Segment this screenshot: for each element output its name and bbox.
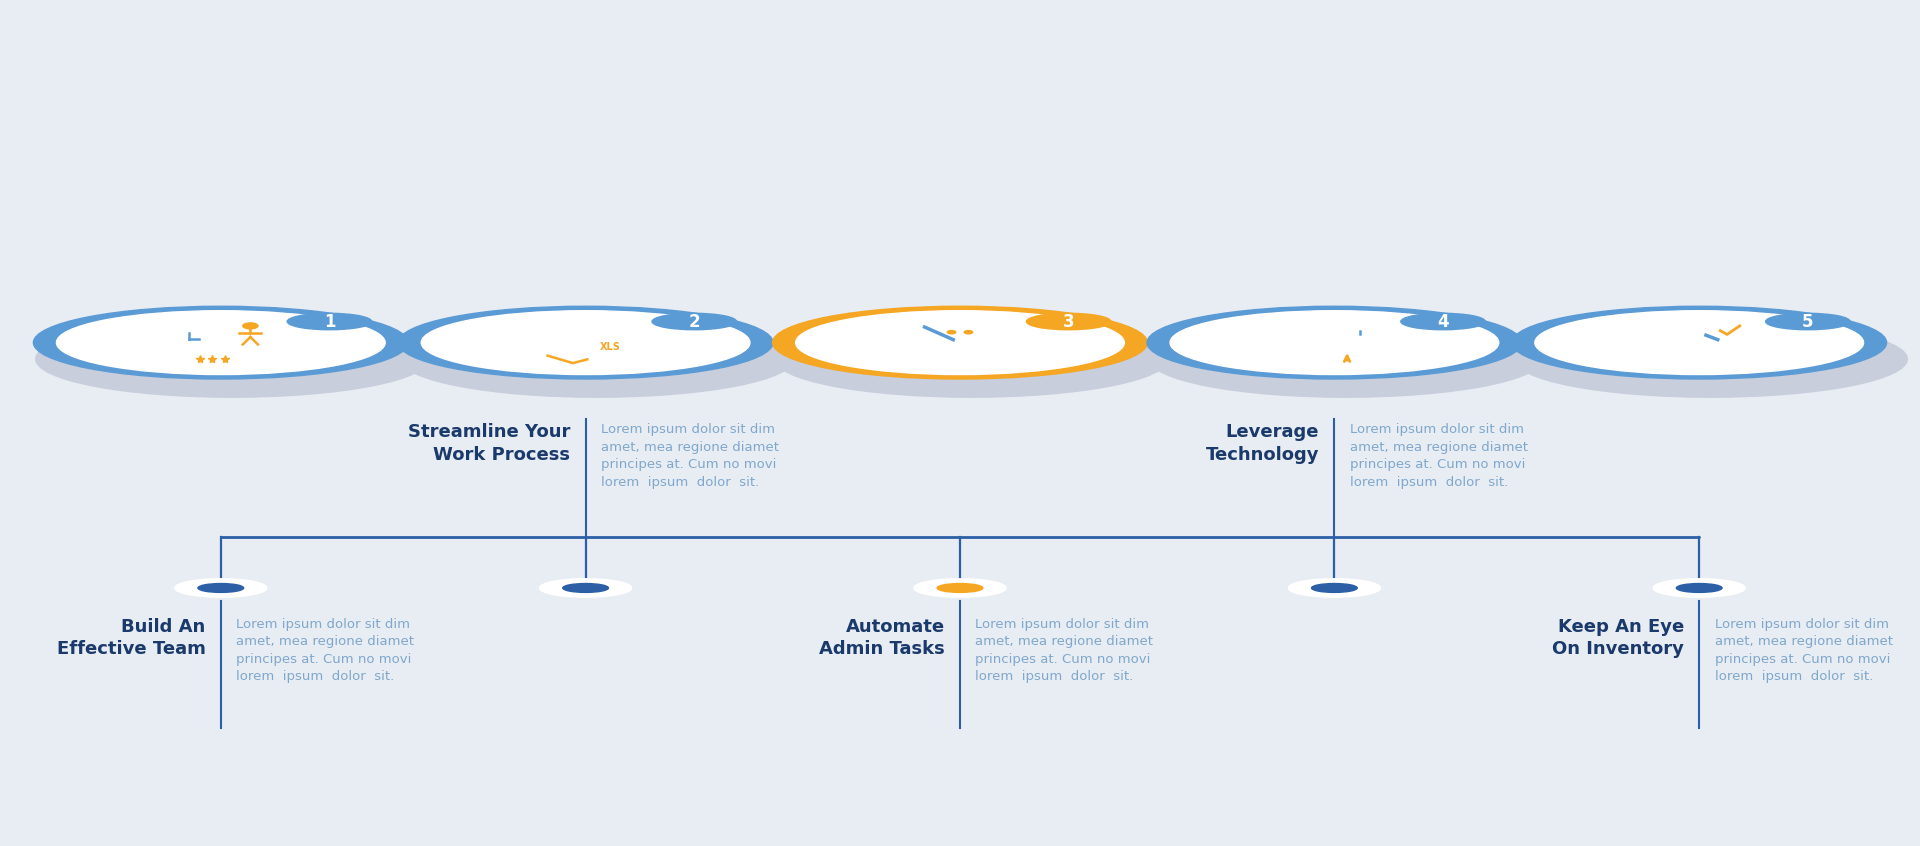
Ellipse shape [420,310,751,375]
Text: 5: 5 [1803,312,1814,331]
Ellipse shape [1766,313,1851,330]
Ellipse shape [1288,580,1380,596]
Ellipse shape [1511,306,1887,379]
Ellipse shape [453,317,718,368]
Ellipse shape [1676,584,1722,592]
Ellipse shape [947,331,956,334]
Ellipse shape [36,321,428,398]
Ellipse shape [397,306,774,379]
Text: Lorem ipsum dolor sit dim
amet, mea regione diamet
principes at. Cum no movi
lor: Lorem ipsum dolor sit dim amet, mea regi… [601,423,780,488]
Ellipse shape [1515,321,1907,398]
Text: 2: 2 [689,312,701,331]
Ellipse shape [937,584,983,592]
Text: Lorem ipsum dolor sit dim
amet, mea regione diamet
principes at. Cum no movi
lor: Lorem ipsum dolor sit dim amet, mea regi… [1350,423,1528,488]
Text: 4: 4 [1438,312,1450,331]
Ellipse shape [1150,321,1542,398]
Ellipse shape [175,580,267,596]
Ellipse shape [56,310,386,375]
Ellipse shape [1027,313,1112,330]
Ellipse shape [33,306,409,379]
Text: 1: 1 [324,312,336,331]
FancyBboxPatch shape [588,338,634,355]
Ellipse shape [964,331,973,334]
Ellipse shape [1567,317,1832,368]
Ellipse shape [914,580,1006,596]
Ellipse shape [772,306,1148,379]
Text: Build An
Effective Team: Build An Effective Team [56,618,205,658]
Ellipse shape [563,584,609,592]
Ellipse shape [776,321,1167,398]
Text: Keep An Eye
On Inventory: Keep An Eye On Inventory [1551,618,1684,658]
Text: Streamline Your
Work Process: Streamline Your Work Process [407,423,570,464]
Ellipse shape [88,317,353,368]
Ellipse shape [1311,584,1357,592]
Text: Lorem ipsum dolor sit dim
amet, mea regione diamet
principes at. Cum no movi
lor: Lorem ipsum dolor sit dim amet, mea regi… [975,618,1154,683]
Text: Leverage
Technology: Leverage Technology [1206,423,1319,464]
Ellipse shape [288,313,372,330]
Ellipse shape [1534,310,1864,375]
Text: XLS: XLS [599,342,620,352]
Ellipse shape [653,313,737,330]
Ellipse shape [1402,313,1486,330]
Text: 3: 3 [1064,312,1075,331]
Ellipse shape [1169,310,1500,375]
Ellipse shape [401,321,793,398]
Ellipse shape [1146,306,1523,379]
Ellipse shape [828,317,1092,368]
Ellipse shape [1653,580,1745,596]
Ellipse shape [1202,317,1467,368]
Text: Automate
Admin Tasks: Automate Admin Tasks [820,618,945,658]
Ellipse shape [540,580,632,596]
Ellipse shape [795,310,1125,375]
Text: Lorem ipsum dolor sit dim
amet, mea regione diamet
principes at. Cum no movi
lor: Lorem ipsum dolor sit dim amet, mea regi… [1715,618,1893,683]
Ellipse shape [242,323,257,329]
Ellipse shape [198,584,244,592]
Text: Lorem ipsum dolor sit dim
amet, mea regione diamet
principes at. Cum no movi
lor: Lorem ipsum dolor sit dim amet, mea regi… [236,618,415,683]
